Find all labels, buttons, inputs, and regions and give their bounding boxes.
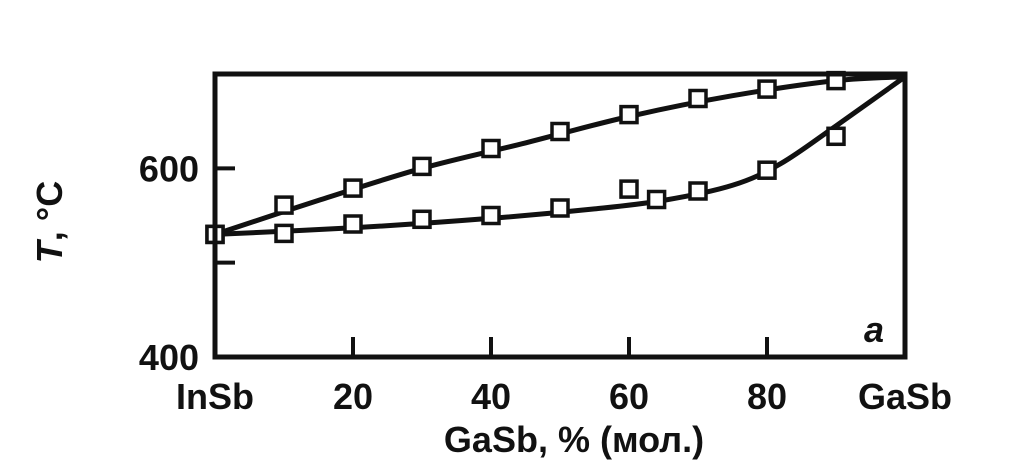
series-0-point-3 — [412, 156, 432, 177]
x-tick-label-0: InSb — [176, 376, 254, 417]
y-axis-title-unit: , °C — [29, 181, 70, 241]
series-1-point-1 — [274, 223, 294, 244]
x-tick-labels: InSb 20 40 60 80 GaSb — [176, 337, 952, 417]
x-axis-title: GaSb, % (мол.) — [444, 419, 704, 460]
series-1-point-5 — [550, 198, 570, 218]
x-tick-label-5: GaSb — [858, 376, 952, 417]
series-1-point-4 — [481, 205, 501, 226]
x-tick-label-4: 80 — [747, 376, 787, 417]
x-tick-label-3: 60 — [609, 376, 649, 417]
x-tick-label-1: 20 — [333, 376, 373, 417]
data-markers — [205, 70, 846, 245]
panel-label: a — [864, 309, 884, 350]
y-tick-label-1: 600 — [139, 148, 199, 189]
series-1-point-6 — [619, 179, 639, 199]
series-1-point-9 — [757, 160, 777, 180]
y-axis-title-symbol: T — [29, 238, 70, 263]
series-1-curve — [212, 74, 908, 237]
y-ticks: 400 600 — [139, 72, 235, 378]
series-0-point-2 — [343, 178, 363, 198]
x-tick-label-2: 40 — [471, 376, 511, 417]
series-0-point-6 — [619, 104, 639, 125]
y-tick-label-0: 400 — [139, 337, 199, 378]
series-0-point-4 — [481, 138, 501, 159]
series-0-point-5 — [550, 121, 570, 142]
series-1-point-10 — [826, 126, 846, 147]
y-axis-title: T, °C — [29, 181, 70, 263]
plot-frame — [212, 71, 908, 360]
series-1-point-2 — [343, 214, 363, 234]
series-1-point-7 — [646, 189, 667, 210]
series-1-point-3 — [412, 209, 432, 230]
series-0-point-1 — [274, 195, 294, 215]
series-1-point-8 — [688, 181, 708, 201]
series-0-point-8 — [757, 79, 777, 99]
series-0-point-7 — [688, 88, 708, 109]
